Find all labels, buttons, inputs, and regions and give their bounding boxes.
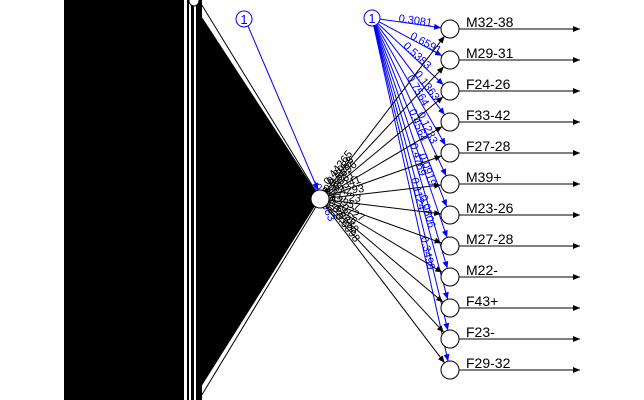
output-label: M22- (466, 262, 498, 278)
output-layer: M32-38 M29-31 F24-26 F33-42 F27-28 M39+ M23-26… (440, 14, 580, 380)
output-node (440, 143, 460, 163)
bias-weight-label: 0.3081 (398, 13, 433, 30)
hidden-connection (326, 96, 444, 194)
output-bias-node (363, 9, 381, 27)
hidden-connection (325, 66, 445, 193)
output-bias: 1 0.30810.65910.53830.13630.75640.12330.… (363, 9, 450, 362)
input-node (188, 0, 200, 7)
output-node (440, 360, 460, 380)
hidden-connection (326, 204, 444, 303)
hidden-weight-label: 0.41723 (321, 188, 362, 205)
output-bias-connections (373, 18, 450, 362)
hidden-connection (328, 199, 442, 217)
output-node (440, 267, 460, 287)
bias-connection (375, 24, 446, 146)
output-label: F24-26 (466, 76, 511, 92)
output-label: F43+ (466, 293, 498, 309)
hidden-connection (327, 126, 443, 195)
output-label: F23- (466, 324, 495, 340)
hidden-connection (325, 205, 445, 364)
hidden-node (310, 189, 330, 209)
bias-connection (373, 25, 450, 331)
bias-connection (373, 25, 449, 269)
hidden-connection (328, 201, 442, 244)
hidden-connection (328, 155, 442, 197)
bias-connection (379, 18, 442, 30)
bias-connection (378, 21, 443, 57)
output-bias-label: 1 (368, 11, 375, 26)
output-label: F27-28 (466, 138, 511, 154)
hidden-connection (325, 35, 445, 193)
output-node (440, 19, 460, 39)
output-label: F33-42 (466, 107, 511, 123)
hidden-weight-label: 0.24293 (324, 183, 365, 199)
bias-connection (373, 25, 450, 362)
output-node (440, 329, 460, 349)
bias-connection (374, 25, 447, 177)
bias-connection (376, 24, 446, 116)
hidden-bias-label: 1 (240, 12, 247, 27)
output-label: M29-31 (466, 45, 514, 61)
hidden-connection (325, 205, 445, 333)
bias-connection (377, 23, 444, 86)
hidden-connection (327, 203, 443, 273)
output-label: M32-38 (466, 14, 514, 30)
output-label: M27-28 (466, 231, 514, 247)
output-node (440, 205, 460, 225)
bias-connection (374, 25, 448, 207)
output-node (440, 50, 460, 70)
output-node (440, 236, 460, 256)
output-label: M23-26 (466, 200, 514, 216)
hidden-connection (328, 182, 442, 199)
output-node (440, 298, 460, 318)
bias-weight-label: 0.3499 (418, 235, 437, 270)
output-label: F29-32 (466, 355, 511, 371)
bias-connection (374, 25, 448, 238)
input-connections-mass (64, 0, 321, 400)
output-node (440, 174, 460, 194)
output-node (440, 81, 460, 101)
output-label: M39+ (466, 169, 501, 185)
hidden-output-connections (325, 35, 445, 364)
output-node (440, 112, 460, 132)
hidden-bias-node (235, 10, 253, 28)
bias-connection (373, 25, 449, 300)
